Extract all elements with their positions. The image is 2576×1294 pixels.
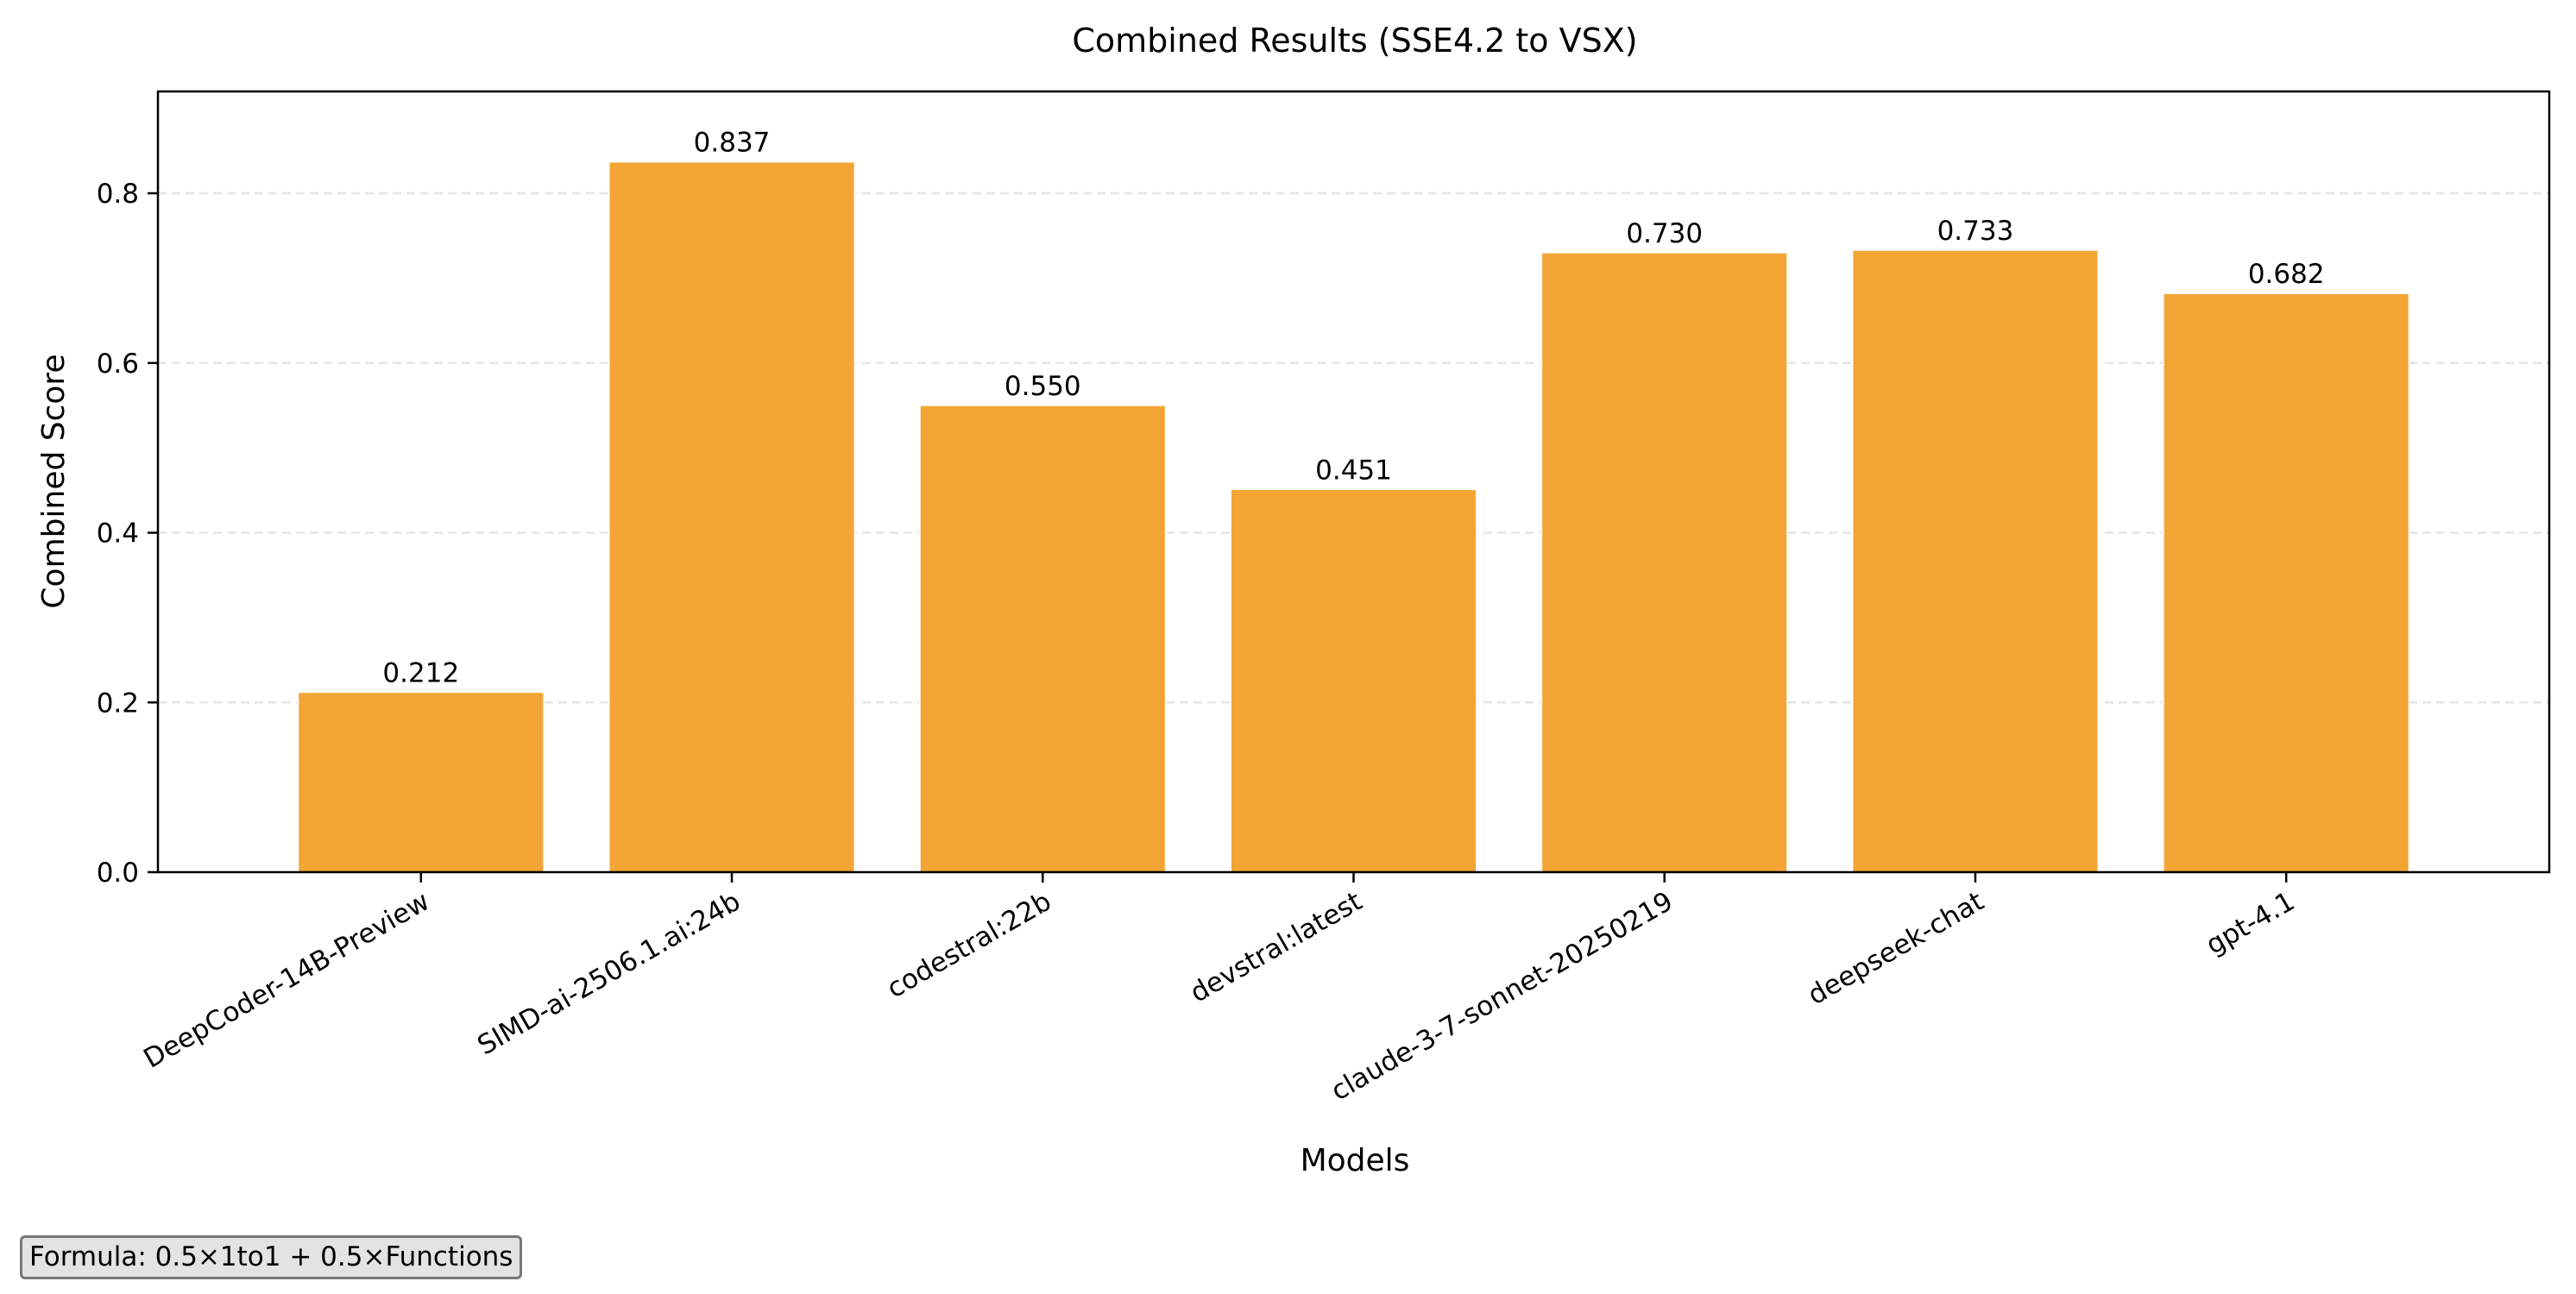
x-tick-label: deepseek-chat [1803,886,1989,1012]
bar [1851,249,2100,873]
bar [2163,292,2410,873]
x-tick-label: claude-3-7-sonnet-20250219 [1326,886,1678,1108]
bar-value-label: 0.451 [1315,455,1392,486]
y-axis-label: Combined Score [36,354,72,608]
x-tick-label: SIMD-ai-2506.1.ai:24b [472,886,746,1062]
bar-value-label: 0.730 [1626,218,1703,249]
bar [1230,488,1477,873]
y-tick-label: 0.8 [97,179,139,210]
y-axis: 0.0 0.2 0.4 0.6 0.8 [97,179,158,889]
bar [608,160,856,873]
bars [297,160,2410,873]
bar-value-label: 0.682 [2248,259,2325,290]
y-tick-label: 0.2 [97,688,139,719]
y-tick-label: 0.4 [97,518,139,550]
bar-value-label: 0.837 [694,128,771,159]
bar-value-label: 0.550 [1005,371,1081,402]
x-axis-label: Models [1301,1143,1410,1178]
bar [1540,252,1788,873]
x-tick-label: gpt-4.1 [2201,886,2300,961]
y-tick-label: 0.0 [97,857,139,889]
chart-title: Combined Results (SSE4.2 to VSX) [1072,22,1637,60]
x-tick-label: DeepCoder-14B-Preview [139,886,435,1075]
value-labels: 0.212 0.837 0.550 0.451 0.730 0.733 0.682 [382,128,2324,689]
x-tick-label: codestral:22b [882,886,1056,1005]
bar [919,405,1167,873]
bar-value-label: 0.212 [382,657,459,688]
bar-value-label: 0.733 [1937,216,2014,247]
bar [297,691,545,873]
x-tick-label: devstral:latest [1185,886,1367,1009]
formula-note: Formula: 0.5×1to1 + 0.5×Functions [20,1235,523,1280]
y-tick-label: 0.6 [97,349,139,380]
x-axis: DeepCoder-14B-Preview SIMD-ai-2506.1.ai:2… [139,872,2300,1108]
